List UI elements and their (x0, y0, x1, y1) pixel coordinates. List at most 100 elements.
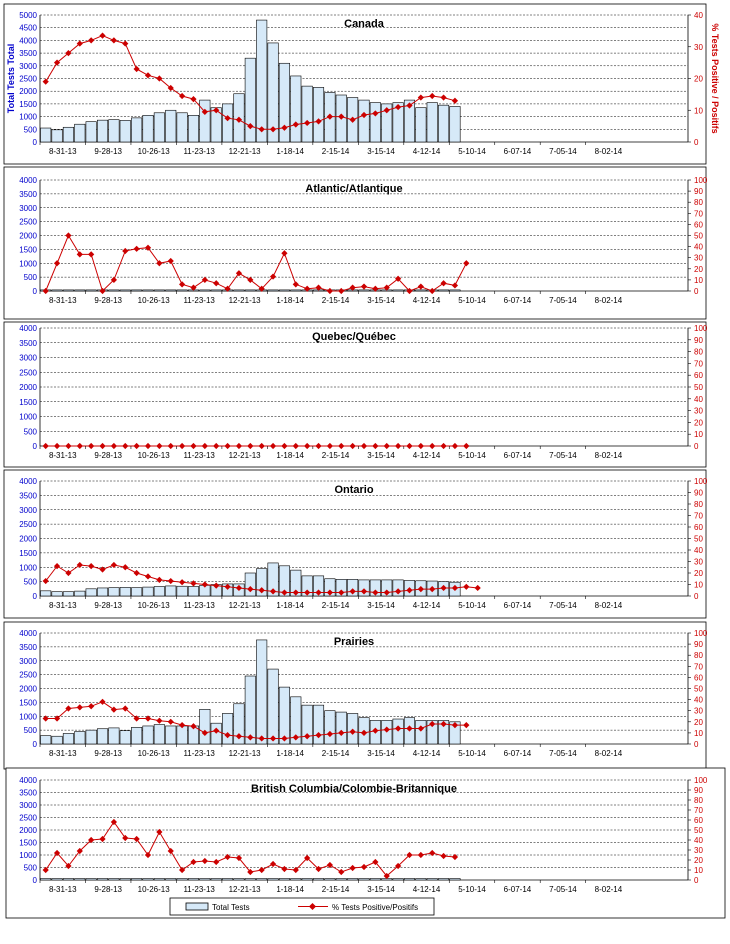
tests-bar (165, 725, 177, 745)
x-tick-label: 11-23-13 (183, 885, 215, 894)
tests-bar (153, 724, 165, 745)
x-tick-label: 8-31-13 (49, 749, 77, 758)
y2-tick-label: 80 (694, 198, 703, 207)
x-tick-label: 9-28-13 (94, 296, 122, 305)
positivity-marker (281, 865, 288, 873)
x-tick-label: 8-02-14 (595, 147, 623, 156)
tests-bar (119, 289, 131, 292)
y2-tick-label: 10 (694, 866, 703, 875)
positivity-marker (178, 722, 186, 729)
y-tick-label: 2000 (19, 87, 37, 96)
tests-bar (403, 99, 416, 143)
positivity-marker (178, 579, 186, 586)
y-tick-label: 3500 (19, 190, 37, 199)
x-tick-label: 7-05-14 (549, 601, 577, 610)
tests-bar (358, 878, 370, 881)
positivity-marker (304, 285, 311, 292)
y2-tick-label: 100 (694, 629, 708, 638)
positivity-marker (406, 587, 413, 594)
x-tick-label: 2-15-14 (322, 749, 350, 758)
positivity-marker (463, 583, 470, 590)
x-tick-label: 2-15-14 (322, 601, 350, 610)
positivity-marker (247, 868, 254, 876)
x-tick-label: 7-05-14 (549, 885, 577, 894)
chart-title: Atlantic/Atlantique (305, 183, 402, 195)
x-tick-label: 4-12-14 (413, 749, 441, 758)
y-tick-label: 3000 (19, 506, 37, 515)
positivity-marker (122, 40, 129, 47)
tests-bar (210, 878, 222, 881)
tests-bar (392, 579, 404, 597)
tests-bar (324, 878, 336, 881)
tests-bar (142, 725, 154, 745)
x-tick-label: 4-12-14 (413, 601, 441, 610)
tests-bar (165, 289, 177, 292)
positivity-marker (88, 562, 95, 570)
positivity-marker (360, 442, 368, 450)
x-tick-label: 11-23-13 (183, 147, 215, 156)
tests-bar (267, 562, 279, 597)
chart-frame (5, 767, 726, 919)
positivity-marker (247, 442, 254, 450)
tests-bar (199, 99, 211, 143)
x-tick-label: 5-10-14 (458, 885, 486, 894)
tests-bar (415, 878, 427, 881)
tests-bar (40, 127, 52, 143)
y2-tick-label: 50 (694, 685, 703, 694)
y-tick-label: 0 (33, 287, 38, 296)
x-tick-label: 7-05-14 (549, 749, 577, 758)
tests-bar (403, 878, 416, 881)
tests-bar (176, 878, 188, 881)
positivity-marker (247, 585, 254, 593)
tests-bar (96, 878, 109, 881)
tests-bar (449, 289, 461, 292)
y-tick-label: 4000 (19, 324, 37, 333)
tests-bar (449, 106, 461, 143)
x-tick-label: 1-18-14 (276, 296, 304, 305)
y-tick-label: 1000 (19, 413, 37, 422)
x-tick-label: 9-28-13 (94, 451, 122, 460)
y-tick-label: 3000 (19, 62, 37, 71)
tests-bar (381, 103, 393, 143)
y-tick-label: 3000 (19, 354, 37, 363)
positivity-marker (372, 285, 379, 292)
y2-tick-label: 70 (694, 359, 703, 368)
positivity-marker (269, 273, 277, 280)
y2-tick-label: 100 (694, 176, 708, 185)
positivity-marker (360, 729, 368, 737)
x-tick-label: 4-12-14 (413, 147, 441, 156)
x-tick-label: 6-07-14 (504, 885, 532, 894)
positivity-marker (315, 284, 322, 291)
y-tick-label: 2000 (19, 826, 37, 835)
positivity-marker (440, 584, 447, 592)
y2-tick-label: 0 (694, 138, 699, 147)
x-tick-label: 1-18-14 (276, 885, 304, 894)
tests-bar (51, 878, 63, 881)
positivity-marker (167, 577, 174, 585)
tests-bar (312, 878, 325, 881)
x-tick-label: 4-12-14 (413, 451, 441, 460)
y-tick-label: 0 (33, 876, 38, 885)
positivity-marker (65, 49, 72, 57)
positivity-marker (201, 108, 208, 115)
y2-tick-label: 30 (694, 707, 703, 716)
positivity-marker (190, 580, 197, 587)
y2-tick-label: 10 (694, 430, 703, 439)
tests-bar (244, 878, 256, 881)
positivity-marker (349, 284, 356, 291)
y2-tick-label: 40 (694, 546, 703, 555)
x-tick-label: 7-05-14 (549, 296, 577, 305)
tests-bar (74, 731, 86, 745)
positivity-marker (65, 705, 72, 712)
tests-bar (278, 565, 290, 597)
y2-tick-label: 20 (694, 718, 703, 727)
positivity-marker (190, 96, 197, 103)
x-tick-label: 10-26-13 (138, 296, 171, 305)
x-tick-label: 6-07-14 (504, 749, 532, 758)
y-axis-title: Total Tests Total (6, 44, 16, 114)
tests-bar (392, 102, 404, 143)
tests-bar (222, 103, 234, 143)
y2-tick-label: 90 (694, 786, 703, 795)
positivity-marker (326, 287, 334, 295)
